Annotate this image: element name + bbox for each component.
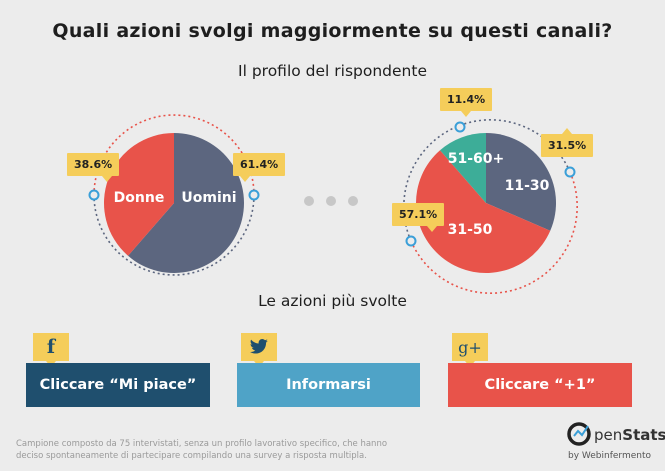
age-marker-top: [454, 121, 466, 133]
gender-marker-left: [88, 189, 100, 201]
action-like-button[interactable]: Cliccare “Mi piace”: [26, 363, 210, 407]
twitter-bird-icon: [249, 339, 268, 354]
charts-canvas: Donne Uomini 51-60+ 11-30 31-50: [88, 114, 578, 294]
age-slice-31-50: [415, 150, 551, 274]
age-11-30-percent-label: 31.5%: [541, 128, 594, 157]
page-title: Quali azioni svolgi maggiormente su ques…: [52, 20, 613, 42]
facebook-glyph: f: [46, 336, 56, 358]
age-31-50-percent-label: 57.1%: [392, 203, 445, 232]
uomini-percent-label: 61.4%: [233, 153, 286, 182]
donne-percent-label: 38.6%: [67, 153, 120, 182]
chart-subtitle: Il profilo del rispondente: [238, 62, 427, 80]
gender-slice-uomini: [128, 133, 245, 273]
gender-pie: [104, 133, 245, 273]
separator-dot: [304, 196, 314, 206]
gender-marker-right: [248, 189, 260, 201]
age-marker-right: [564, 166, 576, 178]
gender-slice-donne: [104, 133, 174, 256]
action-plus-one-button[interactable]: Cliccare “+1”: [448, 363, 632, 407]
brand-stats: Stats: [622, 426, 665, 444]
twitter-icon: [241, 333, 277, 367]
openstats-wordmark: penStats: [594, 426, 665, 444]
openstats-logo: O penStats by Webinfermento: [566, 418, 665, 468]
age-slice-51-60-: [440, 133, 486, 203]
brand-byline: by Webinfermento: [568, 451, 652, 461]
age-ring-bottom: [410, 171, 578, 294]
survey-footnote: Campione composto da 75 intervistati, se…: [16, 439, 388, 461]
age-slice-11-30: [486, 133, 556, 231]
slice-label-51-60: 51-60+: [448, 151, 505, 167]
openstats-logo-mark: O: [567, 422, 591, 446]
slice-label-donne: Donne: [114, 190, 165, 206]
slice-label-uomini: Uomini: [181, 190, 236, 206]
slice-label-31-50: 31-50: [448, 222, 493, 238]
gender-ring-bottom: [93, 194, 255, 276]
age-marker-left: [405, 235, 417, 247]
google-plus-icon: g+: [452, 333, 488, 367]
actions-section-title: Le azioni più svolte: [258, 292, 407, 310]
google-plus-glyph: g+: [458, 337, 482, 357]
separator-dot: [348, 196, 358, 206]
slice-label-11-30: 11-30: [505, 178, 550, 194]
age-51-60-percent-label: 11.4%: [440, 88, 493, 117]
age-pie: [415, 133, 556, 274]
separator-dot: [326, 196, 336, 206]
action-informarsi-button[interactable]: Informarsi: [237, 363, 420, 407]
brand-pen: pen: [594, 426, 623, 444]
facebook-icon: f: [33, 333, 69, 367]
